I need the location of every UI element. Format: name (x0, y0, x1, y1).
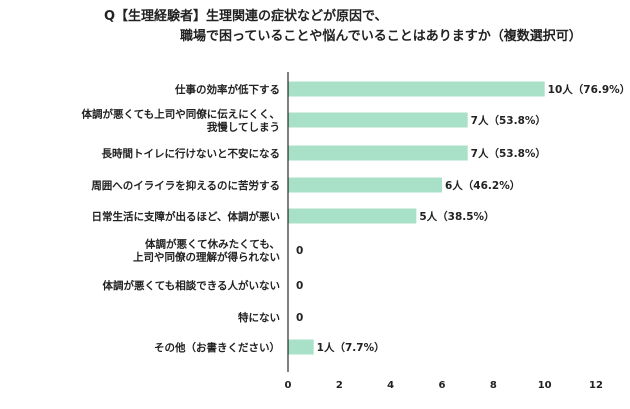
bar-4 (288, 208, 417, 224)
category-label-6: 体調が悪くても相談できる人がいない (103, 279, 280, 292)
category-label-8-line-0: その他（お書きください） (154, 341, 280, 354)
category-label-2: 長時間トイレに行けないと不安になる (102, 147, 281, 160)
data-label-3: 6人（46.2%） (445, 179, 520, 192)
category-label-5-line-0: 体調が悪くて休みたくても、 (145, 238, 280, 251)
category-label-1: 体調が悪くても上司や同僚に伝えにくく、我慢してしまう (82, 108, 280, 134)
category-label-4-line-0: 日常生活に支障が出るほど、体調が悪い (92, 210, 280, 223)
data-label-5: 0 (296, 245, 303, 257)
x-tick-label-1: 2 (336, 380, 343, 391)
category-label-7: 特にない (238, 311, 280, 324)
category-label-2-line-0: 長時間トイレに行けないと不安になる (102, 147, 281, 160)
x-tick-label-0: 0 (285, 380, 292, 391)
data-label-1: 7人（53.8%） (471, 114, 546, 127)
bar-2 (288, 145, 468, 161)
bar-0 (288, 81, 545, 97)
data-label-2: 7人（53.8%） (471, 147, 546, 160)
category-label-0-line-0: 仕事の効率が低下する (174, 83, 280, 96)
chart-title-line-2: 職場で困っていることや悩んでいることはありますか（複数選択可） (180, 29, 582, 44)
x-tick-label-5: 10 (538, 380, 552, 391)
x-tick-label-2: 4 (387, 380, 394, 391)
bar-1 (288, 112, 468, 128)
category-label-1-line-0: 体調が悪くても上司や同僚に伝えにくく、 (82, 108, 280, 121)
category-label-6-line-0: 体調が悪くても相談できる人がいない (103, 279, 280, 292)
category-label-8: その他（お書きください） (154, 341, 280, 354)
bar-8 (288, 339, 314, 355)
category-label-1-line-1: 我慢してしまう (207, 121, 280, 134)
x-tick-label-3: 6 (439, 380, 446, 391)
category-label-7-line-0: 特にない (238, 311, 280, 324)
category-label-3-line-0: 周囲へのイライラを抑えるのに苦労する (91, 179, 280, 192)
category-label-0: 仕事の効率が低下する (174, 83, 280, 96)
data-label-6: 0 (296, 280, 303, 292)
category-label-4: 日常生活に支障が出るほど、体調が悪い (92, 210, 280, 223)
data-label-4: 5人（38.5%） (419, 210, 494, 223)
data-label-8: 1人（7.7%） (317, 341, 385, 354)
data-label-7: 0 (296, 312, 303, 324)
x-tick-label-4: 8 (490, 380, 497, 391)
category-label-5: 体調が悪くて休みたくても、上司や同僚の理解が得られない (133, 238, 280, 264)
chart-title-line-1: Q【生理経験者】生理関連の症状などが原因で、 (104, 9, 388, 24)
category-label-3: 周囲へのイライラを抑えるのに苦労する (91, 179, 280, 192)
bar-3 (288, 177, 442, 193)
x-tick-label-6: 12 (589, 380, 603, 391)
data-label-0: 10人（76.9%） (548, 83, 630, 96)
category-label-5-line-1: 上司や同僚の理解が得られない (133, 251, 280, 264)
